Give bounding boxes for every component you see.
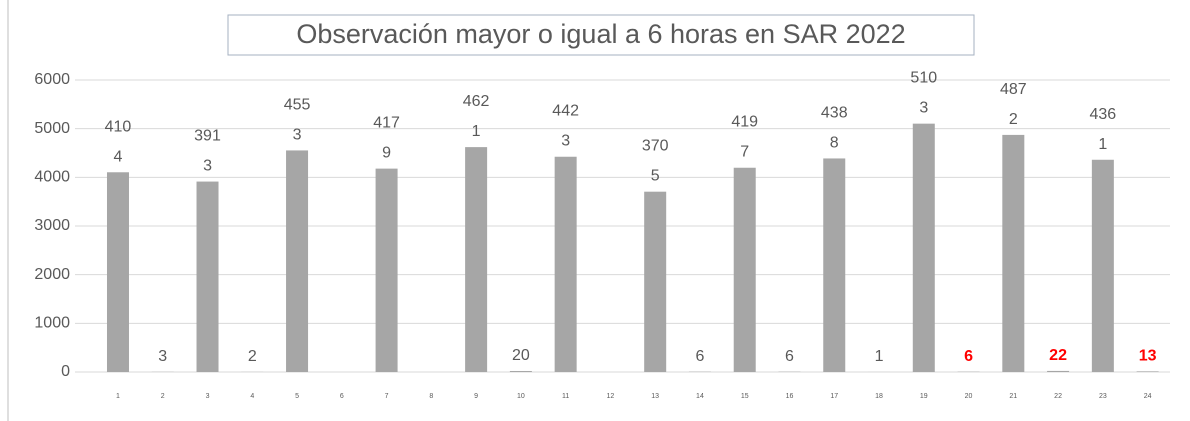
data-label: 417 9 <box>373 115 400 162</box>
bar <box>375 168 398 372</box>
data-label: 6 <box>964 348 973 365</box>
x-tick-label: 13 <box>651 393 659 400</box>
x-tick-label: 1 <box>116 393 120 400</box>
data-label: 442 3 <box>552 103 579 150</box>
data-label: 1 <box>875 348 884 365</box>
chart-title: Observación mayor o igual a 6 horas en S… <box>296 19 905 49</box>
bar <box>1047 370 1070 372</box>
data-label-line: 7 <box>740 144 749 161</box>
data-label-line: 3 <box>293 127 302 144</box>
y-tick-label: 2000 <box>34 266 70 283</box>
x-tick-label: 20 <box>965 393 973 400</box>
x-tick-label: 3 <box>206 393 210 400</box>
x-tick-label: 19 <box>920 393 928 400</box>
data-label-line: 436 <box>1089 106 1116 123</box>
data-label-line: 455 <box>284 97 311 114</box>
data-label: 3 <box>158 348 167 365</box>
x-tick-label: 2 <box>161 393 165 400</box>
data-label: 462 1 <box>463 93 490 140</box>
x-tick-label: 5 <box>295 393 299 400</box>
x-tick-label: 18 <box>875 393 883 400</box>
data-label: 391 3 <box>194 128 221 175</box>
y-tick-label: 3000 <box>34 217 70 234</box>
data-label: 438 8 <box>821 105 848 152</box>
data-label-line: 419 <box>731 114 758 131</box>
data-label-line: 9 <box>382 145 391 162</box>
data-label-line: 3 <box>919 100 928 117</box>
bar <box>1091 159 1114 372</box>
y-tick-label: 5000 <box>34 120 70 137</box>
y-tick-label: 4000 <box>34 169 70 186</box>
title-box <box>227 14 975 56</box>
bar <box>196 181 219 372</box>
x-tick-label: 7 <box>385 393 389 400</box>
bar <box>733 167 756 372</box>
x-tick-label: 22 <box>1054 393 1062 400</box>
data-label-line: 442 <box>552 103 579 120</box>
data-label-line: 391 <box>194 128 221 145</box>
bar <box>823 158 846 372</box>
data-label-line: 3 <box>561 133 570 150</box>
x-tick-label: 24 <box>1144 393 1152 400</box>
x-tick-label: 6 <box>340 393 344 400</box>
data-label-line: 438 <box>821 105 848 122</box>
data-label: 6 <box>695 348 704 365</box>
data-label-line: 370 <box>642 138 669 155</box>
bar <box>465 147 488 372</box>
data-label-line: 1 <box>1098 136 1107 153</box>
data-label: 436 1 <box>1089 106 1116 153</box>
data-label: 487 2 <box>1000 81 1027 128</box>
x-tick-label: 21 <box>1009 393 1017 400</box>
data-label: 455 3 <box>284 97 311 144</box>
data-label: 510 3 <box>910 70 937 117</box>
y-tick-label: 6000 <box>34 71 70 88</box>
x-tick-label: 14 <box>696 393 704 400</box>
x-tick-label: 10 <box>517 393 525 400</box>
data-label: 2 <box>248 348 257 365</box>
bar <box>554 156 577 372</box>
data-label: 410 4 <box>105 118 132 165</box>
data-label-line: 510 <box>910 70 937 87</box>
bar <box>106 172 129 372</box>
x-tick-label: 4 <box>250 393 254 400</box>
data-label: 419 7 <box>731 114 758 161</box>
bar <box>912 123 935 373</box>
data-label-line: 4 <box>114 148 123 165</box>
data-label-line: 462 <box>463 93 490 110</box>
x-tick-label: 9 <box>474 393 478 400</box>
data-label-line: 2 <box>1009 111 1018 128</box>
x-tick-label: 8 <box>429 393 433 400</box>
bar <box>509 371 532 372</box>
y-tick-label: 1000 <box>34 315 70 332</box>
x-tick-label: 12 <box>607 393 615 400</box>
bar <box>1136 371 1159 372</box>
data-label-line: 5 <box>651 168 660 185</box>
x-tick-label: 23 <box>1099 393 1107 400</box>
data-label: 22 <box>1049 347 1067 364</box>
data-label-line: 1 <box>472 123 481 140</box>
x-tick-label: 11 <box>562 393 569 400</box>
data-label: 6 <box>785 348 794 365</box>
x-tick-label: 15 <box>741 393 749 400</box>
data-label-line: 487 <box>1000 81 1027 98</box>
data-label-line: 417 <box>373 115 400 132</box>
bar <box>1002 134 1025 372</box>
data-label-line: 3 <box>203 158 212 175</box>
data-label: 370 5 <box>642 138 669 185</box>
bar <box>286 150 309 372</box>
x-tick-label: 16 <box>786 393 794 400</box>
data-label-line: 8 <box>830 135 839 152</box>
data-label: 13 <box>1139 348 1157 365</box>
x-tick-label: 17 <box>830 393 838 400</box>
y-tick-label: 0 <box>61 363 70 380</box>
bar <box>644 191 667 372</box>
data-label-line: 410 <box>105 118 132 135</box>
data-label: 20 <box>512 347 530 364</box>
